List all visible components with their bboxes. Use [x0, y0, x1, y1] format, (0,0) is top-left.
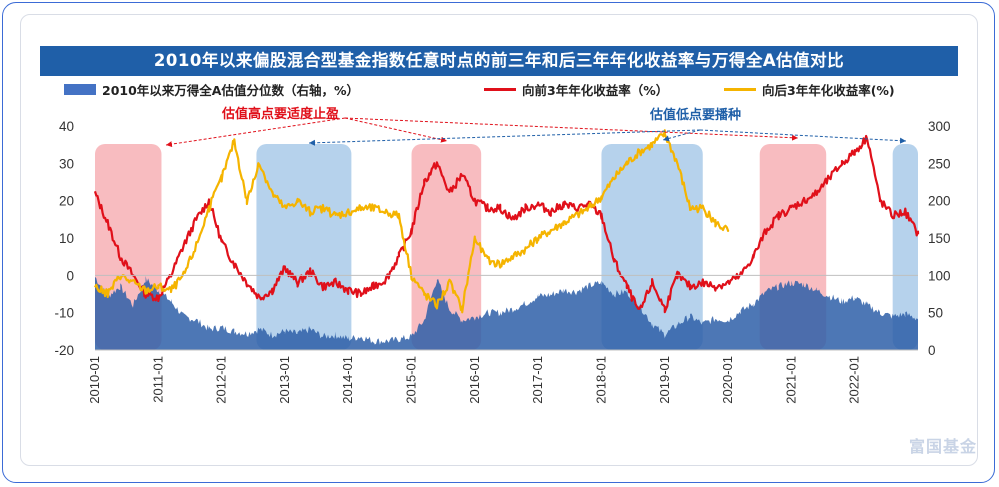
y-left-tick-10: 10	[59, 231, 74, 246]
y-right-tick-50: 50	[928, 306, 943, 321]
y-left-tick--10: -10	[54, 306, 74, 321]
x-tick-2018-01: 2018-01	[593, 356, 608, 404]
legend-swatch-red	[484, 88, 516, 91]
arrow-low-3	[699, 129, 907, 144]
legend-swatch-area	[64, 84, 96, 95]
arrow-high-1	[165, 117, 346, 148]
x-tick-2012-01: 2012-01	[214, 356, 229, 404]
x-tick-2015-01: 2015-01	[404, 356, 419, 404]
forward-3y-return-line	[93, 134, 920, 314]
low-valuation-zone-1	[256, 144, 352, 350]
y-left-tick-0: 0	[66, 268, 74, 283]
x-tick-2021-01: 2021-01	[783, 356, 798, 404]
y-left-tick-30: 30	[59, 156, 74, 171]
x-tick-2022-01: 2022-01	[847, 356, 862, 404]
legend-item-area: 2010年以来万得全A估值分位数（右轴，%）	[64, 80, 359, 99]
arrow-low-2	[662, 129, 701, 142]
x-tick-2020-01: 2020-01	[720, 356, 735, 404]
chart-title: 2010年以来偏股混合型基金指数任意时点的前三年和后三年年化收益率与万得全A估值…	[40, 46, 958, 76]
y-right-tick-100: 100	[928, 268, 951, 283]
x-tick-2011-01: 2011-01	[150, 356, 165, 403]
y-left-tick-20: 20	[59, 194, 74, 209]
x-tick-2017-01: 2017-01	[530, 356, 545, 404]
valuation-percentile-area	[95, 275, 918, 350]
low-valuation-zone-3	[892, 144, 918, 350]
x-tick-2014-01: 2014-01	[340, 356, 355, 404]
y-right-tick-150: 150	[928, 231, 951, 246]
y-left-tick--20: -20	[54, 343, 74, 358]
legend-swatch-yellow	[724, 88, 756, 91]
watermark-logo: 富国基金	[908, 437, 977, 456]
legend-item-red: 向前3年年化收益率（%）	[484, 80, 668, 99]
x-tick-2016-01: 2016-01	[467, 356, 482, 404]
x-tick-2013-01: 2013-01	[277, 356, 292, 404]
annotation-low: 估值低点要播种	[650, 108, 742, 123]
arrow-high-3	[344, 117, 799, 141]
backward-3y-return-line	[94, 129, 730, 314]
chart-legend: 2010年以来万得全A估值分位数（右轴，%） 向前3年年化收益率（%） 向后3年…	[64, 80, 944, 100]
legend-label-red: 向前3年年化收益率（%）	[522, 83, 669, 98]
legend-item-yellow: 向后3年年化收益率(%)	[724, 80, 895, 99]
legend-label-yellow: 向后3年年化收益率(%)	[762, 83, 895, 98]
y-right-tick-0: 0	[928, 343, 936, 358]
y-right-tick-200: 200	[928, 194, 951, 209]
arrow-high-2	[344, 117, 448, 143]
annotation-high: 估值高点要适度止盈	[222, 107, 340, 122]
y-left-tick-40: 40	[59, 119, 74, 134]
arrow-low-1	[308, 129, 701, 146]
x-tick-2019-01: 2019-01	[657, 356, 672, 404]
x-tick-2010-01: 2010-01	[87, 356, 102, 404]
y-right-tick-300: 300	[928, 119, 951, 134]
legend-label-area: 2010年以来万得全A估值分位数（右轴，%）	[102, 83, 359, 98]
y-right-tick-250: 250	[928, 156, 951, 171]
